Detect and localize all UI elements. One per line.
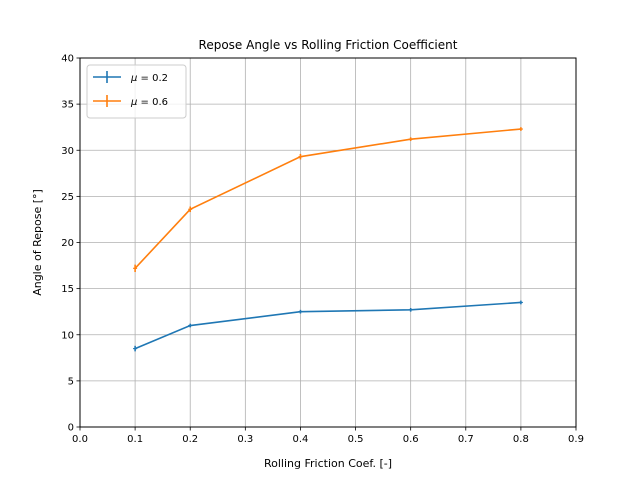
y-tick-label: 30 bbox=[61, 146, 74, 157]
series-2 bbox=[133, 127, 523, 273]
legend: μ = 0.2 μ = 0.6 bbox=[86, 64, 187, 119]
y-tick-label: 5 bbox=[68, 376, 74, 387]
x-tick-label: 0.5 bbox=[348, 434, 364, 445]
x-tick-label: 0.9 bbox=[568, 434, 584, 445]
x-tick-label: 0.6 bbox=[403, 434, 419, 445]
x-tick-label: 0.7 bbox=[458, 434, 474, 445]
x-tick-label: 0.0 bbox=[72, 434, 88, 445]
y-tick-label: 35 bbox=[61, 100, 74, 111]
x-tick-label: 0.2 bbox=[182, 434, 198, 445]
y-axis-label: Angle of Repose [°] bbox=[31, 189, 44, 296]
y-tick-label: 25 bbox=[61, 192, 74, 203]
series-1 bbox=[133, 300, 523, 352]
y-tick-label: 15 bbox=[61, 284, 74, 295]
legend-box bbox=[86, 64, 187, 119]
series-line bbox=[134, 301, 521, 350]
legend-label: μ = 0.6 bbox=[130, 97, 168, 108]
x-tick-label: 0.3 bbox=[237, 434, 253, 445]
y-axis-ticks: 0 5 10 15 20 25 30 35 40 bbox=[61, 54, 80, 434]
y-tick-label: 40 bbox=[61, 54, 74, 65]
y-tick-label: 0 bbox=[68, 423, 74, 434]
legend-item-1: μ = 0.2 bbox=[93, 71, 168, 84]
series-lines bbox=[133, 127, 523, 352]
x-tick-label: 0.8 bbox=[513, 434, 529, 445]
legend-label: μ = 0.2 bbox=[130, 73, 168, 84]
x-axis-label: Rolling Friction Coef. [-] bbox=[264, 457, 392, 470]
chart-title: Repose Angle vs Rolling Friction Coeffic… bbox=[199, 38, 458, 52]
x-tick-label: 0.4 bbox=[292, 434, 308, 445]
x-tick-label: 0.1 bbox=[127, 434, 143, 445]
y-tick-label: 10 bbox=[61, 330, 74, 341]
y-tick-label: 20 bbox=[61, 238, 74, 249]
x-axis-ticks: 0.0 0.1 0.2 0.3 0.4 0.5 0.6 0.7 0.8 0.9 bbox=[72, 427, 584, 445]
legend-item-2: μ = 0.6 bbox=[93, 95, 168, 108]
